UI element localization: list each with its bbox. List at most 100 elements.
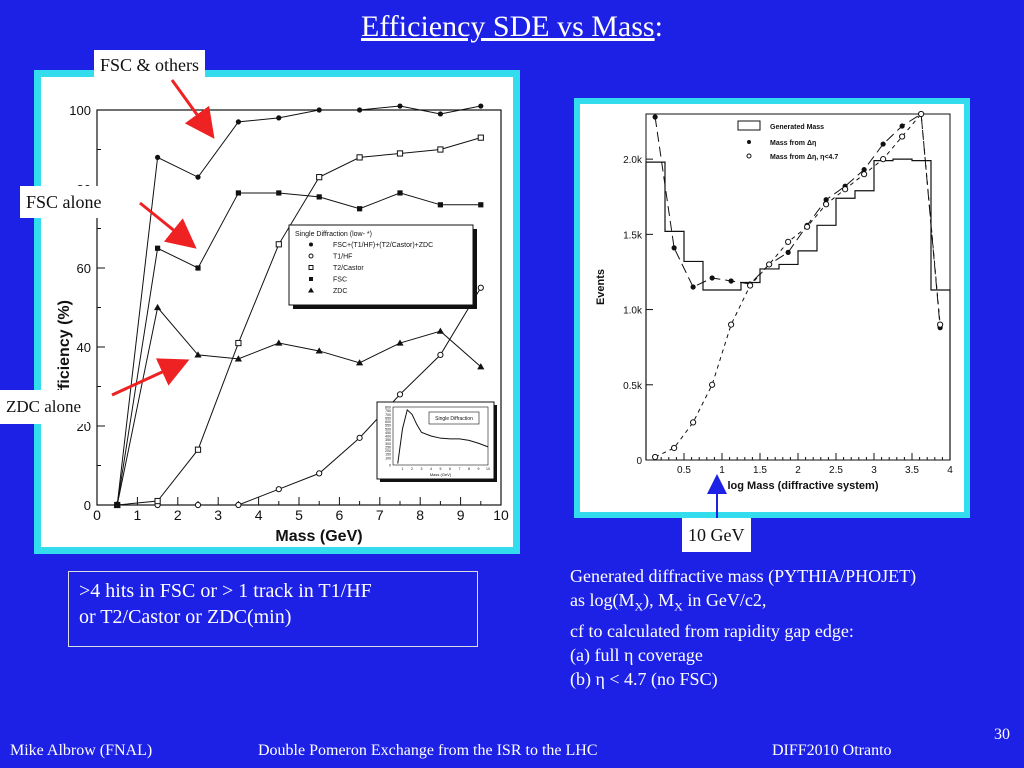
note-line2-c: in GeV/c2, (682, 590, 767, 610)
inset-y-tick-label: 800 (385, 406, 391, 410)
data-point (709, 381, 716, 388)
trigger-condition-line1: >4 hits in FSC or > 1 track in T1/HF (79, 580, 372, 602)
data-point (709, 275, 715, 281)
slide-title-colon: : (654, 10, 663, 43)
inset-y-tick-label: 200 (385, 449, 391, 453)
y-tick-label: 60 (77, 261, 91, 276)
data-point (275, 339, 283, 346)
data-point (478, 202, 484, 208)
data-point (918, 110, 925, 118)
data-point (747, 282, 754, 289)
inset-y-tick-label: 500 (385, 427, 391, 431)
data-point (235, 119, 241, 125)
data-point (275, 241, 282, 248)
x-tick-label: 1.5 (753, 465, 767, 476)
inset-x-tick-label: 3 (421, 467, 423, 471)
inset-y-tick-label: 0 (389, 464, 391, 468)
series-1 (114, 284, 484, 509)
x-tick-label: 8 (416, 507, 424, 523)
inset-curve (397, 408, 489, 464)
inset-x-axis-label: Mass (GeV) (430, 472, 452, 477)
data-point (113, 501, 121, 508)
legend-marker (308, 287, 314, 293)
y-tick-label: 0.5k (623, 381, 643, 392)
data-point (477, 134, 484, 141)
data-point (652, 453, 659, 461)
data-point (356, 359, 364, 366)
data-point (275, 486, 282, 493)
data-point (235, 190, 241, 196)
data-point (235, 501, 242, 509)
data-point (315, 347, 323, 354)
callout-10-gev: 10 GeV (682, 518, 751, 552)
inset-x-tick-label: 5 (440, 467, 442, 471)
data-point (785, 249, 791, 255)
x-tick-label: 4 (947, 465, 953, 476)
efficiency-chart: 012345678910020406080100Mass (GeV)Effici… (56, 103, 509, 545)
data-point (357, 206, 363, 212)
data-point (437, 351, 444, 358)
data-point (235, 339, 242, 347)
series-line (116, 192, 481, 506)
inset-y-tick-label: 250 (385, 445, 391, 449)
slide-title-text: Efficiency SDE vs Mass (361, 10, 655, 43)
inset-y-tick-label: 550 (385, 424, 391, 428)
data-point (154, 303, 162, 311)
data-point (397, 103, 403, 109)
generated-mass-note: Generated diffractive mass (PYTHIA/PHOJE… (570, 564, 1020, 691)
callout-zdc-alone: ZDC alone (0, 390, 88, 424)
data-point (478, 103, 484, 109)
series-line (117, 137, 481, 506)
footer-venue: DIFF2010 Otranto (772, 742, 892, 759)
legend-entry: ZDC (333, 288, 347, 295)
inset-title: Single Diffraction (435, 416, 473, 422)
data-point (671, 444, 678, 452)
data-point (477, 284, 484, 291)
data-point (937, 321, 944, 328)
inset-x-tick-label: 10 (486, 467, 490, 471)
x-tick-label: 2 (795, 465, 801, 476)
data-point (194, 351, 202, 358)
data-point (804, 223, 811, 230)
data-point (357, 107, 363, 113)
y-tick-label: 0 (636, 456, 642, 467)
y-axis-label: Efficiency (%) (56, 300, 73, 405)
trigger-condition-box: >4 hits in FSC or > 1 track in T1/HF or … (68, 571, 478, 647)
legend-entry: T2/Castor (333, 265, 364, 272)
footer-talk-title: Double Pomeron Exchange from the ISR to … (258, 742, 598, 759)
data-point (437, 146, 444, 153)
inset-y-tick-label: 750 (385, 409, 391, 413)
data-point (766, 261, 773, 268)
y-tick-label: 0 (84, 498, 91, 513)
x-tick-label: 2 (174, 507, 182, 523)
x-tick-label: 4 (255, 507, 263, 523)
note-line2-sub1: X (634, 599, 644, 614)
data-point (652, 114, 658, 120)
data-point (437, 202, 443, 208)
data-point (880, 156, 887, 163)
note-line2-b: ), M (643, 590, 675, 610)
data-point (396, 339, 404, 346)
data-point (316, 470, 323, 477)
x-tick-label: 3.5 (905, 465, 919, 476)
note-line3: cf to calculated from rapidity gap edge: (570, 620, 854, 641)
data-point (728, 278, 734, 284)
data-point (194, 446, 202, 453)
series-line (116, 105, 481, 506)
mass-distribution-chart: 0.5 1 1.5 2 2.5 3 3.5 4 0 0.5k 1.0k 1.5k 2.0k log Mas… (595, 110, 953, 492)
x-tick-label: 0 (93, 507, 101, 523)
x-tick-label: 0.5 (677, 465, 691, 476)
data-point (195, 174, 201, 180)
x-axis-label: Mass (GeV) (275, 528, 362, 545)
data-point (785, 238, 792, 245)
inset-y-tick-label: 100 (385, 456, 391, 460)
legend-marker (747, 140, 751, 144)
data-point (823, 201, 830, 208)
data-point (276, 190, 282, 196)
x-axis-label: log Mass (diffractive system) (728, 480, 879, 492)
data-point (234, 355, 242, 362)
legend-entry: Mass from Δη, η<4.7 (770, 154, 838, 161)
data-point (477, 363, 485, 370)
legend-box (288, 224, 474, 306)
x-tick-label: 6 (336, 507, 344, 523)
